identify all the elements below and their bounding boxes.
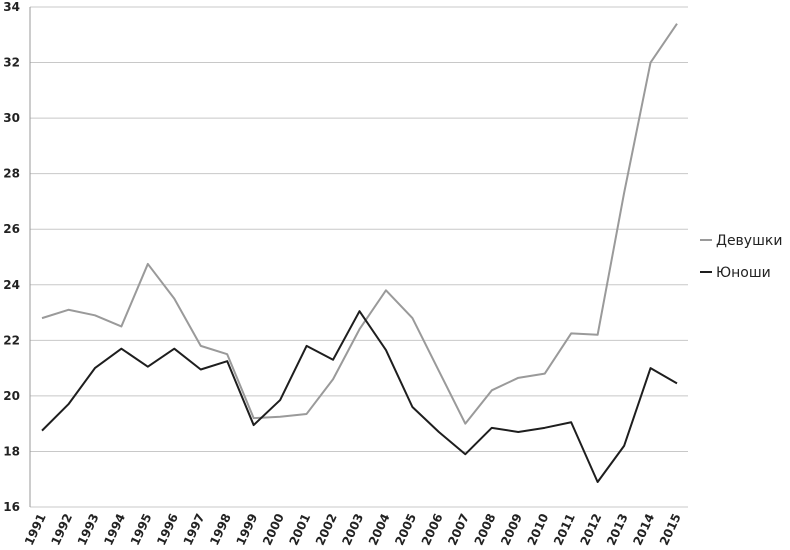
x-tick-label: 2013 — [604, 511, 631, 547]
x-tick-label: 2000 — [260, 511, 287, 547]
x-tick-label: 1995 — [128, 511, 155, 547]
x-tick-label: 1997 — [181, 511, 208, 547]
x-tick-label: 1991 — [22, 511, 49, 547]
x-tick-label: 2015 — [657, 511, 684, 547]
y-tick-label: 22 — [3, 333, 20, 347]
x-tick-label: 2010 — [525, 511, 552, 547]
x-tick-label: 2005 — [392, 511, 419, 547]
y-tick-label: 18 — [3, 444, 20, 458]
x-tick-label: 2003 — [339, 511, 366, 547]
legend-label: Юноши — [716, 265, 771, 281]
x-tick-label: 2002 — [313, 511, 340, 547]
legend-label: Девушки — [716, 233, 782, 249]
x-tick-label: 2004 — [366, 511, 393, 547]
line-series — [41, 23, 678, 425]
y-tick-label: 34 — [3, 0, 20, 14]
x-tick-label: 1996 — [154, 511, 181, 547]
line-series — [41, 310, 678, 483]
x-tick-label: 1994 — [101, 511, 128, 547]
y-tick-label: 20 — [3, 389, 20, 403]
y-tick-label: 16 — [3, 500, 20, 514]
x-tick-label: 2012 — [578, 511, 605, 547]
y-tick-label: 28 — [3, 167, 20, 181]
x-tick-label: 2007 — [445, 511, 472, 547]
x-tick-label: 1999 — [234, 511, 261, 547]
y-tick-label: 30 — [3, 111, 20, 125]
x-tick-label: 2014 — [630, 511, 657, 547]
x-tick-label: 2009 — [498, 511, 525, 547]
y-tick-label: 26 — [3, 222, 20, 236]
x-tick-label: 1993 — [75, 511, 102, 547]
x-tick-label: 2011 — [551, 511, 578, 547]
y-tick-label: 32 — [3, 56, 20, 70]
x-tick-label: 2008 — [472, 511, 499, 547]
x-tick-label: 1992 — [48, 511, 75, 547]
y-tick-label: 24 — [3, 278, 20, 292]
x-tick-label: 2001 — [286, 511, 313, 547]
x-tick-label: 2006 — [419, 511, 446, 547]
x-tick-label: 1998 — [207, 511, 234, 547]
